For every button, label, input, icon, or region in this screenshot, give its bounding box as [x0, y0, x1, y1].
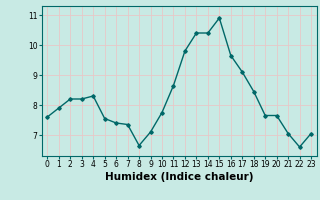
X-axis label: Humidex (Indice chaleur): Humidex (Indice chaleur) [105, 172, 253, 182]
